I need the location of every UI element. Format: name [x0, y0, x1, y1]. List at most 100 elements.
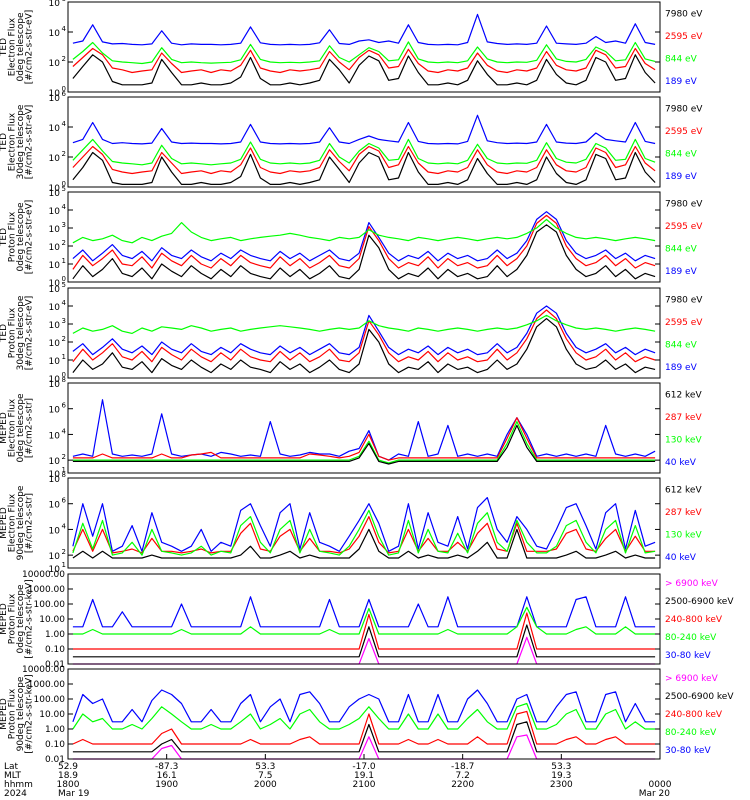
- x-tick-label-hhmm: 2000: [254, 780, 277, 790]
- x-tick-label-hhmm: 2300: [550, 780, 573, 790]
- legend-entry: 189 eV: [665, 77, 698, 87]
- legend-entry: 2595 eV: [665, 32, 703, 42]
- series-line-red: [72, 47, 656, 74]
- y-tick-exponent: 0: [62, 371, 66, 379]
- y-tick-label: 10: [49, 431, 61, 441]
- y-tick-exponent: 0: [62, 180, 66, 188]
- y-axis-label: [#/cm2-s-str]: [25, 398, 35, 458]
- y-tick-exponent: 2: [62, 239, 66, 247]
- y-tick-label: 100.00: [34, 695, 66, 705]
- y-tick-exponent: 4: [62, 427, 67, 435]
- series-line-black: [72, 528, 656, 559]
- legend-entry: 80-240 keV: [665, 633, 717, 643]
- y-tick-label: 10: [49, 406, 61, 416]
- series-line-blue: [72, 689, 656, 723]
- y-axis-label: Proton Flux: [8, 307, 18, 358]
- y-tick-label: 10: [49, 225, 61, 235]
- legend-entry: 2595 eV: [665, 222, 703, 232]
- y-tick-label: 0.10: [45, 645, 65, 655]
- series-line-black: [72, 318, 656, 374]
- y-tick-label: 10: [49, 380, 61, 390]
- x-tick-label-lat: -18.7: [451, 762, 474, 772]
- y-tick-exponent: 0: [62, 275, 66, 283]
- y-tick-exponent: 2: [62, 453, 66, 461]
- y-axis-label: MEPED: [0, 507, 9, 539]
- y-axis-label: [#/cm2-s-str-eV]: [25, 10, 35, 85]
- legend-entry: 7980 eV: [665, 295, 703, 305]
- y-tick-exponent: 2: [62, 548, 66, 556]
- y-tick-label: 10: [49, 29, 61, 39]
- axis-row-label: Lat: [4, 762, 19, 772]
- x-tick-label-mlt: 19.3: [551, 771, 571, 781]
- y-axis-label: [#/cm2-s-str-keV]: [25, 579, 35, 658]
- legend-entry: 240-800 keV: [665, 615, 723, 625]
- legend-entry: 80-240 keV: [665, 728, 717, 738]
- y-tick-label: 10: [49, 475, 61, 485]
- series-line-red: [72, 710, 656, 745]
- y-tick-label: 0.01: [45, 755, 65, 765]
- y-tick-label: 10: [49, 59, 61, 69]
- axis-row-label: MLT: [4, 771, 22, 781]
- series-line-red: [72, 145, 656, 175]
- series-line-green: [72, 218, 656, 244]
- y-axis-label: TED: [0, 133, 9, 152]
- series-line-green: [72, 421, 656, 464]
- y-tick-exponent: 6: [62, 402, 67, 410]
- y-tick-label: 10: [49, 457, 61, 467]
- x-tick-label-lat: 53.3: [551, 762, 571, 772]
- y-axis-label: MEPED: [0, 603, 9, 635]
- legend-entry: 2500-6900 keV: [665, 692, 734, 702]
- y-tick-label: 10: [49, 0, 61, 9]
- x-tick-label-hhmm: 2200: [451, 780, 474, 790]
- y-axis-label: 30deg telescope: [16, 104, 26, 179]
- y-tick-exponent: 4: [62, 203, 67, 211]
- y-tick-label: 10: [49, 565, 61, 575]
- y-tick-exponent: 4: [62, 299, 67, 307]
- y-tick-exponent: 1: [62, 353, 66, 361]
- x-tick-label-mlt: 7.5: [258, 771, 272, 781]
- legend-entry: 189 eV: [665, 172, 698, 182]
- panel-frame: [67, 668, 661, 760]
- y-tick-label: 10: [49, 285, 61, 295]
- y-tick-label: 1000.00: [28, 680, 65, 690]
- series-line-green: [72, 138, 656, 166]
- x-tick-label-lat: 53.3: [255, 762, 275, 772]
- y-tick-exponent: 5: [62, 185, 66, 193]
- y-tick-label: 0.10: [45, 740, 65, 750]
- y-tick-label: 10: [49, 207, 61, 217]
- y-tick-label: 10.00: [39, 710, 65, 720]
- x-tick-label-hhmm: 1800: [57, 780, 80, 790]
- legend-entry: > 6900 keV: [665, 579, 719, 589]
- y-tick-exponent: 3: [62, 317, 66, 325]
- y-tick-exponent: 8: [62, 376, 66, 384]
- y-axis-label: MEPED: [0, 698, 9, 730]
- legend-entry: 287 keV: [665, 413, 702, 423]
- legend-entry: 7980 eV: [665, 199, 703, 209]
- panel-frame: [67, 477, 661, 569]
- y-axis-label: [#/cm2-s-str-keV]: [25, 674, 35, 753]
- y-tick-label: 10: [49, 552, 61, 562]
- series-line-blue: [72, 399, 656, 461]
- y-tick-label: 10.00: [39, 615, 65, 625]
- y-tick-label: 10: [49, 357, 61, 367]
- panel-frame: [67, 287, 661, 379]
- legend-entry: 30-80 keV: [665, 651, 711, 661]
- y-axis-label: 0deg telescope: [16, 12, 26, 82]
- legend-entry: 40 keV: [665, 553, 697, 563]
- y-tick-label: 10: [49, 184, 61, 194]
- y-tick-exponent: 2: [62, 335, 66, 343]
- y-axis-label: Electron Flux: [8, 493, 18, 552]
- y-tick-label: 10: [49, 321, 61, 331]
- axis-row-label: hhmm: [4, 780, 33, 790]
- legend-entry: 189 eV: [665, 363, 698, 373]
- series-line-black: [72, 151, 656, 185]
- y-tick-exponent: 4: [62, 120, 67, 128]
- panel-frame: [67, 191, 661, 283]
- series-line-black: [72, 224, 656, 280]
- y-axis-label: Electron Flux: [8, 17, 18, 76]
- y-tick-label: 10: [49, 89, 61, 99]
